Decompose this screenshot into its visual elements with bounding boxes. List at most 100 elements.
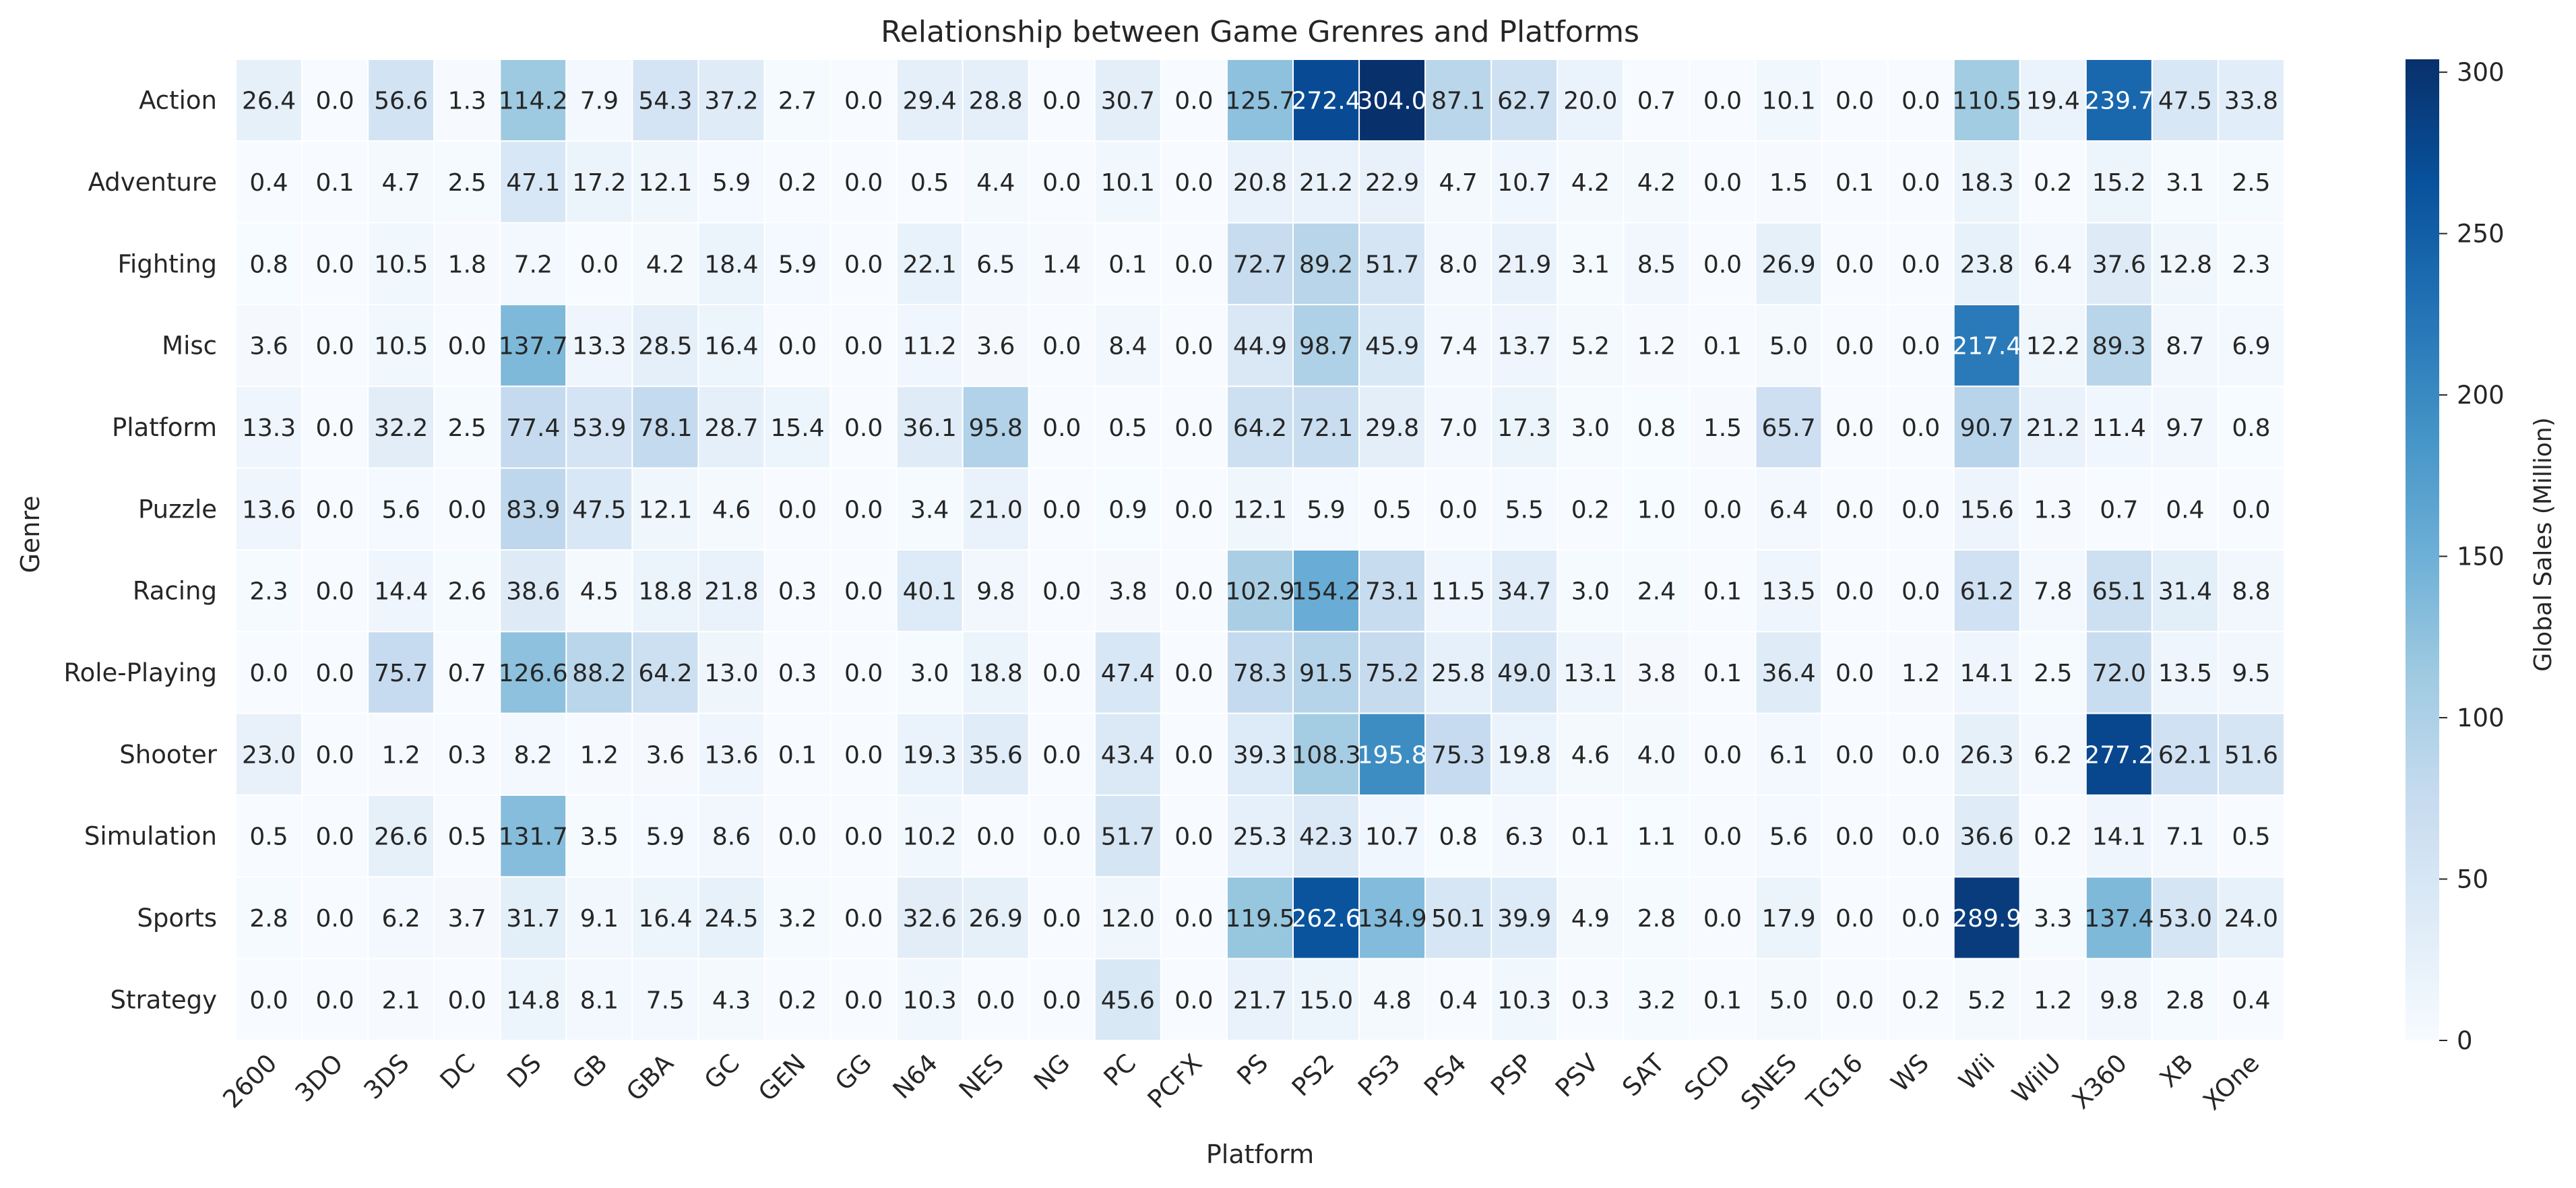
heatmap-cell <box>1623 140 1691 224</box>
heatmap-cell <box>1292 222 1360 305</box>
heatmap-cell <box>1292 59 1360 142</box>
cell-value-label: 12.8 <box>2158 251 2212 278</box>
cell-value-label: 0.0 <box>2232 496 2270 524</box>
x-tick-label: SNES <box>1735 1049 1802 1116</box>
heatmap-cell <box>1226 712 1294 796</box>
cell-value-label: 0.0 <box>1174 333 1213 361</box>
heatmap-cell <box>367 304 435 387</box>
x-tick-label: PC <box>1098 1049 1141 1092</box>
cell-value-label: 4.9 <box>1571 905 1610 933</box>
heatmap-cell <box>1424 876 1493 960</box>
cell-value-label: 5.9 <box>778 251 817 278</box>
cell-value-label: 13.5 <box>2158 660 2212 687</box>
cell-value-label: 0.0 <box>315 333 354 361</box>
cell-value-label: 26.4 <box>242 88 296 115</box>
cell-value-label: 19.4 <box>2026 88 2080 115</box>
heatmap-cell <box>499 222 567 305</box>
y-tick-label: Action <box>139 86 217 115</box>
cell-value-label: 0.8 <box>2232 414 2270 442</box>
cell-value-label: 1.4 <box>1042 251 1081 278</box>
heatmap-cell <box>1490 549 1559 633</box>
cell-value-label: 110.5 <box>1952 88 2021 115</box>
heatmap-cell <box>1490 222 1559 305</box>
cell-value-label: 6.3 <box>1505 823 1544 851</box>
heatmap-cell <box>235 59 303 142</box>
x-tick-label: PCFX <box>1142 1049 1207 1114</box>
cell-value-label: 23.0 <box>242 741 296 769</box>
heatmap-cell <box>1292 467 1360 551</box>
cell-value-label: 31.4 <box>2158 578 2212 606</box>
heatmap-cell <box>367 59 435 142</box>
heatmap-cell <box>631 385 699 469</box>
cell-value-label: 0.0 <box>1902 741 1940 769</box>
cell-value-label: 154.2 <box>1292 578 1361 606</box>
cell-value-label: 0.0 <box>315 88 354 115</box>
cell-value-label: 21.2 <box>1299 169 1353 197</box>
heatmap-cell <box>367 794 435 878</box>
chart-title: Relationship between Game Grenres and Pl… <box>881 15 1639 49</box>
heatmap-cell <box>2217 59 2286 142</box>
cell-value-label: 0.0 <box>844 251 883 278</box>
heatmap-cell <box>1887 958 1955 1041</box>
cell-value-label: 47.5 <box>2158 88 2212 115</box>
heatmap-cell <box>433 385 501 469</box>
heatmap-cell <box>2151 385 2219 469</box>
cell-value-label: 217.4 <box>1952 333 2021 361</box>
heatmap-cell <box>1953 59 2021 142</box>
heatmap-cell <box>1887 304 1955 387</box>
cell-value-label: 0.0 <box>1835 741 1874 769</box>
cell-value-label: 0.1 <box>1703 578 1742 606</box>
cell-value-label: 2.3 <box>2232 251 2270 278</box>
cell-value-label: 0.0 <box>1703 496 1742 524</box>
heatmap-cell <box>2019 631 2087 714</box>
cell-value-label: 0.0 <box>315 414 354 442</box>
x-tick-label: PSP <box>1485 1049 1538 1102</box>
cell-value-label: 0.0 <box>1902 251 1940 278</box>
heatmap-cell <box>763 304 831 387</box>
colorbar-ticks: 0 50 100 150 200 250 300 <box>2439 58 2505 1055</box>
y-axis-label: Genre <box>15 495 45 573</box>
cell-value-label: 6.4 <box>2034 251 2072 278</box>
cell-value-label: 277.2 <box>2084 741 2154 769</box>
heatmap-cell <box>1887 222 1955 305</box>
cell-value-label: 4.7 <box>1439 169 1478 197</box>
heatmap-cell <box>2019 304 2087 387</box>
heatmap-cell <box>1623 304 1691 387</box>
cell-value-label: 7.5 <box>646 987 685 1014</box>
cell-value-label: 0.0 <box>1042 414 1081 442</box>
cell-value-label: 0.0 <box>1703 169 1742 197</box>
y-tick-label: Puzzle <box>138 495 217 524</box>
cell-value-label: 13.1 <box>1563 660 1617 687</box>
cell-value-label: 0.8 <box>1637 414 1676 442</box>
heatmap-cell <box>829 59 898 142</box>
cell-value-label: 3.6 <box>976 333 1015 361</box>
cell-value-label: 114.2 <box>499 88 568 115</box>
x-tick-label: GEN <box>753 1049 811 1107</box>
cell-value-label: 8.5 <box>1637 251 1676 278</box>
cell-value-label: 53.0 <box>2158 905 2212 933</box>
cell-value-label: 0.0 <box>1042 741 1081 769</box>
y-tick-label: Racing <box>133 577 217 606</box>
cell-value-label: 18.4 <box>704 251 758 278</box>
cell-value-label: 0.0 <box>1835 905 1874 933</box>
heatmap-cell <box>631 876 699 960</box>
heatmap-cell <box>235 467 303 551</box>
x-tick-label: GC <box>699 1049 745 1095</box>
heatmap-cell <box>235 712 303 796</box>
heatmap-cell <box>367 549 435 633</box>
heatmap-cell <box>433 304 501 387</box>
heatmap-cell <box>1557 59 1625 142</box>
cell-value-label: 0.0 <box>315 741 354 769</box>
heatmap-cell <box>1821 876 1889 960</box>
cell-value-label: 64.2 <box>638 660 692 687</box>
cell-value-label: 9.7 <box>2166 414 2204 442</box>
heatmap-cell <box>499 876 567 960</box>
heatmap-cell <box>896 385 964 469</box>
y-tick-label: Shooter <box>119 740 217 769</box>
heatmap-cell <box>896 304 964 387</box>
heatmap-cell <box>1689 794 1757 878</box>
cell-value-label: 0.0 <box>1902 169 1940 197</box>
cell-value-label: 0.0 <box>1902 333 1940 361</box>
heatmap-cell <box>1821 304 1889 387</box>
